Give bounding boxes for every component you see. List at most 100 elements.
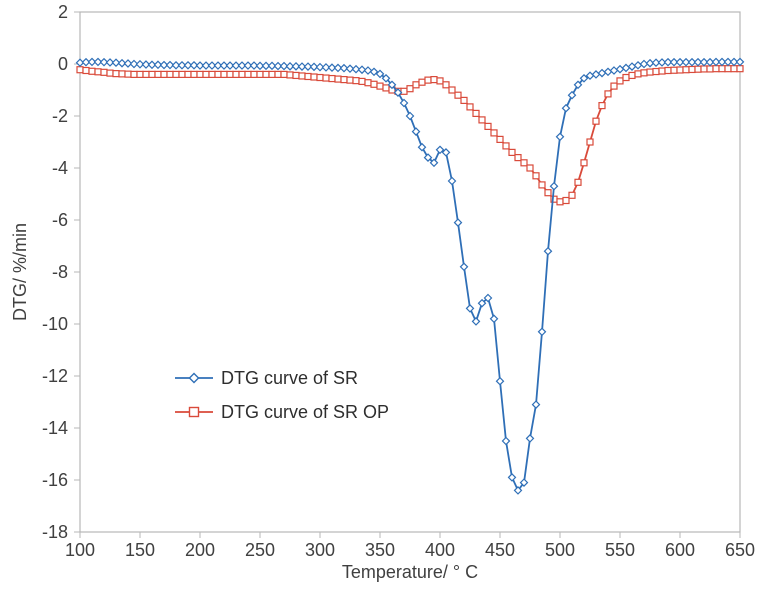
marker-srop [491, 130, 497, 136]
marker-sr [557, 133, 564, 140]
marker-srop [659, 68, 665, 74]
marker-sr [563, 105, 570, 112]
marker-srop [287, 72, 293, 78]
marker-srop [263, 71, 269, 77]
marker-srop [569, 192, 575, 198]
legend-swatch-marker [190, 408, 199, 417]
x-axis-label: Temperature/ ° C [342, 562, 478, 582]
marker-srop [515, 155, 521, 161]
marker-srop [197, 71, 203, 77]
marker-srop [113, 71, 119, 77]
marker-srop [137, 71, 143, 77]
marker-srop [329, 76, 335, 82]
marker-srop [677, 67, 683, 73]
marker-srop [275, 71, 281, 77]
marker-srop [251, 71, 257, 77]
marker-srop [185, 71, 191, 77]
marker-sr [407, 113, 414, 120]
marker-srop [149, 71, 155, 77]
chart-svg: 100150200250300350400450500550600650-18-… [0, 0, 764, 591]
marker-srop [653, 69, 659, 75]
y-axis-label: DTG/ %/min [10, 223, 30, 321]
marker-srop [737, 66, 743, 72]
marker-srop [425, 77, 431, 83]
y-tick-label: -18 [42, 522, 68, 542]
marker-srop [167, 71, 173, 77]
marker-srop [419, 79, 425, 85]
x-tick-label: 550 [605, 540, 635, 560]
marker-srop [599, 103, 605, 109]
marker-sr [455, 219, 462, 226]
marker-sr [497, 378, 504, 385]
marker-srop [539, 182, 545, 188]
marker-srop [449, 87, 455, 93]
x-tick-label: 300 [305, 540, 335, 560]
marker-srop [353, 78, 359, 84]
marker-srop [179, 71, 185, 77]
x-tick-label: 400 [425, 540, 455, 560]
marker-srop [623, 75, 629, 81]
y-tick-label: -2 [52, 106, 68, 126]
marker-srop [131, 71, 137, 77]
marker-srop [119, 71, 125, 77]
marker-srop [563, 198, 569, 204]
marker-srop [191, 71, 197, 77]
marker-srop [443, 82, 449, 88]
marker-sr [605, 68, 612, 75]
marker-sr [623, 64, 630, 71]
y-tick-label: 2 [58, 2, 68, 22]
x-tick-label: 250 [245, 540, 275, 560]
marker-srop [155, 71, 161, 77]
marker-srop [671, 67, 677, 73]
marker-sr [539, 328, 546, 335]
y-tick-label: -12 [42, 366, 68, 386]
marker-sr [473, 318, 480, 325]
marker-sr [629, 63, 636, 70]
marker-srop [407, 86, 413, 92]
marker-srop [377, 83, 383, 89]
y-tick-label: -16 [42, 470, 68, 490]
marker-srop [299, 73, 305, 79]
marker-srop [77, 67, 83, 73]
legend-swatch-marker [190, 374, 199, 383]
marker-srop [641, 70, 647, 76]
dtg-chart: 100150200250300350400450500550600650-18-… [0, 0, 764, 591]
legend-label: DTG curve of SR [221, 368, 358, 388]
marker-srop [305, 73, 311, 79]
marker-srop [479, 117, 485, 123]
marker-srop [545, 190, 551, 196]
marker-srop [281, 71, 287, 77]
marker-srop [533, 173, 539, 179]
marker-srop [227, 71, 233, 77]
marker-sr [365, 67, 372, 74]
marker-srop [311, 74, 317, 80]
marker-sr [503, 438, 510, 445]
y-tick-label: 0 [58, 54, 68, 74]
marker-sr [611, 67, 618, 74]
marker-srop [401, 88, 407, 94]
x-tick-label: 450 [485, 540, 515, 560]
marker-srop [617, 78, 623, 84]
marker-sr [527, 435, 534, 442]
marker-srop [341, 77, 347, 83]
marker-sr [413, 128, 420, 135]
x-tick-label: 200 [185, 540, 215, 560]
marker-srop [497, 136, 503, 142]
legend-label: DTG curve of SR OP [221, 402, 389, 422]
marker-srop [161, 71, 167, 77]
marker-srop [173, 71, 179, 77]
marker-srop [125, 71, 131, 77]
marker-srop [635, 71, 641, 77]
marker-sr [491, 315, 498, 322]
marker-srop [413, 82, 419, 88]
marker-srop [701, 66, 707, 72]
marker-srop [713, 66, 719, 72]
marker-srop [473, 110, 479, 116]
marker-srop [521, 160, 527, 166]
marker-srop [359, 78, 365, 84]
y-tick-label: -6 [52, 210, 68, 230]
y-tick-label: -4 [52, 158, 68, 178]
marker-sr [599, 70, 606, 77]
marker-srop [293, 72, 299, 78]
marker-srop [89, 68, 95, 74]
